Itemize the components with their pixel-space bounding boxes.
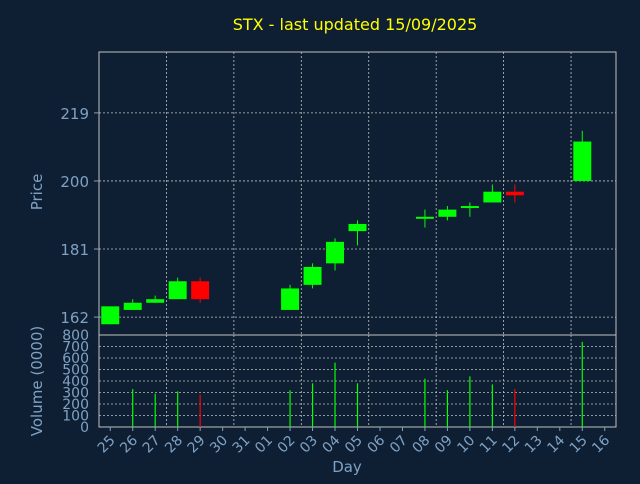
candle-body	[146, 299, 165, 303]
volume-tick-label: 700	[62, 340, 89, 356]
volume-tick-label: 600	[62, 351, 89, 367]
x-tick-label: 31	[230, 433, 254, 457]
x-tick-label: 01	[252, 433, 276, 457]
x-tick-label: 15	[567, 433, 591, 457]
volume-tick-label: 200	[62, 397, 89, 413]
price-tick-label: 200	[60, 173, 89, 191]
candle-body	[101, 306, 120, 325]
x-axis: 2526272829303101020304050607080910111213…	[95, 427, 613, 456]
x-tick-label: 07	[387, 433, 411, 457]
price-tick-label: 162	[60, 309, 89, 327]
x-tick-label: 05	[342, 433, 366, 457]
candle-body	[191, 281, 210, 300]
x-tick-label: 28	[162, 433, 186, 457]
x-tick-label: 02	[275, 433, 299, 457]
x-tick-label: 14	[544, 432, 568, 456]
candle-body	[303, 266, 322, 285]
x-tick-label: 04	[320, 432, 344, 456]
chart-title: STX - last updated 15/09/2025	[233, 15, 478, 34]
price-axis-label: Price	[28, 174, 46, 211]
volume-tick-label: 400	[62, 374, 89, 390]
x-tick-label: 09	[432, 433, 456, 457]
candle-body	[483, 191, 502, 203]
x-tick-label: 08	[409, 433, 433, 457]
price-tick-label: 219	[60, 105, 89, 123]
x-tick-label: 25	[95, 433, 119, 457]
x-tick-label: 10	[454, 433, 478, 457]
volume-tick-label: 800	[62, 328, 89, 344]
volume-axis-label: Volume (0000)	[28, 326, 46, 436]
price-tick-label: 181	[60, 241, 89, 259]
candle-body	[415, 216, 434, 219]
x-axis-label: Day	[332, 458, 362, 476]
price-panel: 162 181 200 219	[60, 51, 617, 336]
x-tick-label: 16	[589, 432, 613, 456]
volume-tick-label: 100	[62, 409, 89, 425]
x-tick-label: 12	[499, 433, 523, 457]
candle-body	[505, 191, 524, 196]
x-tick-label: 29	[185, 433, 209, 457]
volume-tick-label: 500	[62, 363, 89, 379]
x-tick-label: 26	[117, 432, 141, 456]
candle-body	[348, 223, 367, 232]
candle-body	[460, 206, 479, 209]
x-tick-label: 27	[140, 433, 164, 457]
candle-body	[438, 209, 457, 217]
x-tick-label: 13	[522, 433, 546, 457]
candle-body	[281, 288, 300, 310]
volume-tick-label: 300	[62, 386, 89, 402]
candle-body	[123, 302, 142, 310]
x-tick-label: 11	[477, 433, 501, 457]
volume-tick-label: 0	[80, 420, 89, 436]
x-tick-label: 30	[207, 433, 231, 457]
candle-body	[573, 141, 592, 181]
x-tick-label: 03	[297, 433, 321, 457]
candle-body	[326, 241, 345, 264]
candle-body	[168, 281, 187, 300]
x-tick-label: 06	[365, 432, 389, 456]
